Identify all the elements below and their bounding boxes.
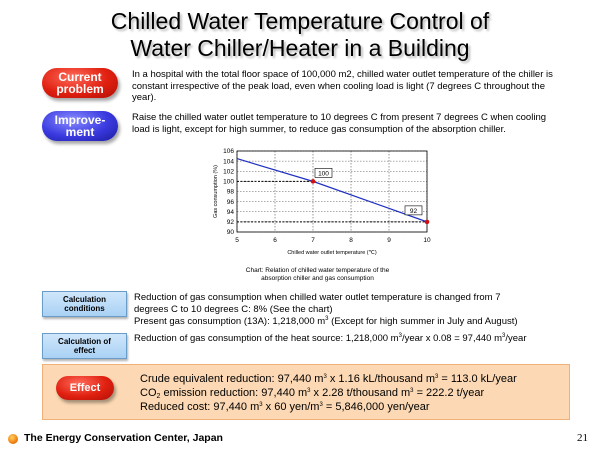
effect-line3-a: Reduced cost: 97,440 m (140, 401, 260, 413)
calc-conditions-line-3-end: (Except for high summer in July and Augu… (328, 316, 518, 327)
calc-effect-text-a: Reduction of gas consumption of the heat… (134, 333, 399, 344)
data-point-marker (424, 219, 430, 225)
effect-line-cost: Reduced cost: 97,440 m3 x 60 yen/m3 = 5,… (140, 400, 560, 414)
improvement-text: Raise the chilled water outlet temperatu… (132, 112, 547, 135)
data-label: 100 (318, 170, 329, 177)
x-tick-label: 6 (273, 237, 277, 244)
y-tick-label: 102 (223, 168, 234, 175)
effect-line1-sup2: 3 (435, 374, 439, 380)
calc-effect-label-2: effect (73, 346, 96, 355)
effect-line2-d: = 222.2 t/year (413, 387, 485, 399)
chart-caption-line-2: absorption chiller and gas consumption (261, 275, 374, 282)
effect-line3-b: x 60 yen/m (262, 401, 320, 413)
x-tick-label: 5 (235, 237, 239, 244)
effect-badge: Effect (56, 376, 114, 400)
y-tick-label: 98 (227, 189, 235, 196)
page-number: 21 (577, 432, 588, 444)
effect-panel (42, 364, 570, 420)
y-tick-label: 104 (223, 158, 234, 165)
y-tick-label: 106 (223, 148, 234, 155)
effect-line2-sup1: 3 (307, 388, 311, 394)
gas-consumption-chart: 90 92 94 96 98 100 102 104 106 5 6 7 8 9 10 Chilled wat… (195, 145, 440, 285)
effect-line2-sub: 2 (156, 393, 161, 400)
effect-line2-sup2: 3 (410, 388, 414, 394)
effect-results: Crude equivalent reduction: 97,440 m3 x … (140, 372, 560, 414)
calc-conditions-label-1: Calculation (62, 294, 107, 304)
chart-caption-line-1: Chart: Relation of chilled water tempera… (245, 267, 390, 274)
calc-conditions-line-3: Present gas consumption (13A): 1,218,000… (134, 316, 574, 328)
page-title: Chilled Water Temperature Control of Wat… (0, 8, 600, 62)
x-tick-label: 7 (311, 237, 315, 244)
chart-caption: Chart: Relation of chilled water tempera… (195, 267, 440, 283)
calc-conditions-line-1: Reduction of gas consumption when chille… (134, 292, 501, 303)
effect-line2-b: emission reduction: 97,440 m (160, 387, 308, 399)
y-tick-label: 94 (227, 209, 235, 216)
calculation-conditions-text: Reduction of gas consumption when chille… (134, 292, 574, 328)
effect-line-co2: CO2 emission reduction: 97,440 m3 x 2.28… (140, 386, 560, 400)
effect-line3-sup2: 3 (319, 402, 323, 408)
calc-effect-text-b: /year x 0.08 = 97,440 m (401, 333, 503, 344)
current-problem-badge: Current problem (42, 68, 118, 98)
plot-frame (236, 150, 428, 233)
data-label: 92 (410, 208, 418, 215)
y-tick-label: 92 (227, 219, 235, 226)
calculation-of-effect-label: Calculation of effect (42, 333, 127, 359)
footer-organization: The Energy Conservation Center, Japan (24, 432, 223, 444)
effect-line-crude: Crude equivalent reduction: 97,440 m3 x … (140, 372, 560, 386)
data-point-marker (310, 179, 316, 184)
calculation-conditions-label: Calculation conditions (42, 291, 127, 317)
chart-svg: 90 92 94 96 98 100 102 104 106 5 6 7 8 9 10 Chilled wat… (213, 148, 431, 256)
effect-line3-sup: 3 (259, 402, 263, 408)
improvement-label-1: Improve- (54, 113, 106, 127)
improvement-badge: Improve- ment (42, 111, 118, 141)
current-label-1: Current (58, 70, 102, 84)
y-tick-label: 100 (223, 179, 234, 186)
y-tick-label: 90 (227, 229, 235, 236)
calc-effect-sup-2: 3 (502, 333, 506, 339)
logo-dot-icon (8, 434, 18, 444)
data-label-box (314, 168, 333, 178)
effect-line1-a: Crude equivalent reduction: 97,440 m (140, 373, 324, 385)
x-axis-label: Chilled water outlet temperature (℃) (287, 250, 376, 256)
title-line-1: Chilled Water Temperature Control of (110, 8, 490, 34)
x-tick-label: 9 (387, 237, 391, 244)
calc-effect-sup-1: 3 (398, 333, 402, 339)
improvement-label-2: ment (65, 125, 95, 139)
effect-line2-c: x 2.28 t/thousand m (310, 387, 411, 399)
calc-conditions-line-3-sup: 3 (325, 316, 329, 322)
y-tick-label: 96 (227, 199, 235, 206)
calc-conditions-label-2: conditions (64, 304, 105, 313)
y-axis-label: Gas consumption (%) (213, 165, 219, 218)
effect-line3-c: = 5,846,000 yen/year (322, 401, 430, 413)
current-problem-text: In a hospital with the total floor space… (132, 69, 553, 103)
calc-effect-label-1: Calculation of (58, 336, 111, 346)
calc-conditions-line-2: degrees C to 10 degrees C: 8% (See the c… (134, 304, 333, 315)
effect-line1-sup1: 3 (323, 374, 327, 380)
x-tick-label: 8 (349, 237, 353, 244)
data-label-box (404, 205, 423, 216)
effect-line2-a: CO (140, 387, 157, 399)
title-line-2: Water Chiller/Heater in a Building (130, 35, 470, 61)
current-label-2: problem (56, 82, 104, 96)
effect-line1-c: = 113.0 kL/year (438, 373, 517, 385)
x-tick-label: 10 (423, 237, 431, 244)
calc-effect-text-c: /year (505, 333, 527, 344)
effect-line1-b: x 1.16 kL/thousand m (326, 373, 436, 385)
calculation-of-effect-text: Reduction of gas consumption of the heat… (134, 333, 574, 345)
calc-conditions-line-3-text: Present gas consumption (13A): 1,218,000… (134, 316, 326, 327)
